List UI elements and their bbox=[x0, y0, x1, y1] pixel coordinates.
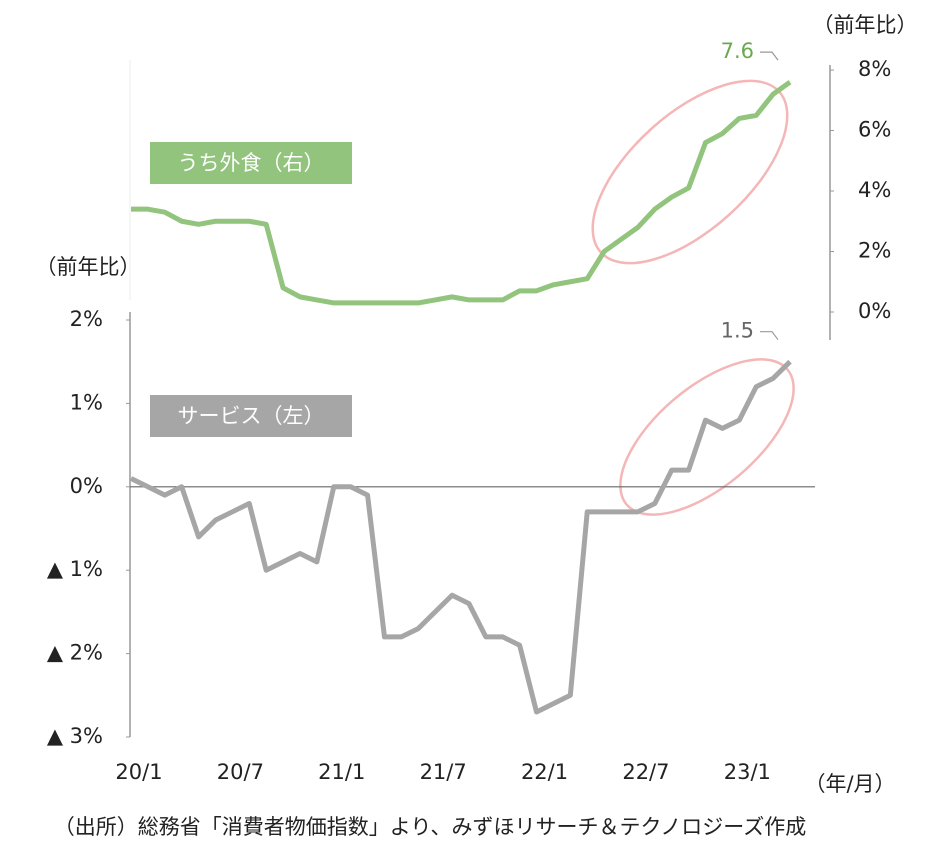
x-tick-label: 20/1 bbox=[115, 760, 162, 784]
y2-axis-title: （前年比） bbox=[813, 13, 918, 37]
y2-tick-label: 0% bbox=[858, 299, 891, 323]
y2-tick-label: 6% bbox=[858, 118, 891, 142]
legend-box bbox=[150, 142, 352, 184]
x-axis-title: （年/月） bbox=[804, 772, 895, 796]
x-tick-label: 21/7 bbox=[420, 760, 467, 784]
y-tick-label: 2% bbox=[70, 307, 103, 331]
data-label: 7.6 bbox=[721, 39, 754, 63]
series-line bbox=[131, 80, 792, 306]
x-tick-label: 21/1 bbox=[318, 760, 365, 784]
highlight-ellipse bbox=[619, 358, 795, 516]
leader-line bbox=[760, 331, 779, 341]
x-tick-label: 20/7 bbox=[217, 760, 264, 784]
data-label: 1.5 bbox=[721, 319, 754, 343]
x-tick-label: 22/7 bbox=[622, 760, 669, 784]
legend-label: サービス（左） bbox=[178, 404, 325, 428]
y-tick-label: 0% bbox=[70, 474, 103, 498]
y-axis-title: （前年比） bbox=[36, 255, 141, 279]
y-tick-label: 1% bbox=[70, 390, 103, 414]
y2-tick-label: 4% bbox=[858, 178, 891, 202]
y2-tick-label: 8% bbox=[858, 57, 891, 81]
legend-box bbox=[150, 395, 352, 437]
series-line bbox=[129, 359, 792, 715]
y2-tick-label: 2% bbox=[858, 239, 891, 263]
leader-line bbox=[760, 51, 779, 61]
y-tick-label: ▲ 3% bbox=[47, 724, 103, 748]
x-tick-label: 22/1 bbox=[521, 760, 568, 784]
legend: うち外食（右） サービス（左） bbox=[150, 142, 352, 437]
source: （出所）総務省「消費者物価指数」より、みずほリサーチ＆テクノロジーズ作成 bbox=[54, 815, 806, 839]
legend-label: うち外食（右） bbox=[178, 151, 325, 175]
y-tick-label: ▲ 1% bbox=[47, 557, 103, 581]
y-tick-label: ▲ 2% bbox=[47, 641, 103, 665]
x-tick-label: 23/1 bbox=[724, 760, 771, 784]
